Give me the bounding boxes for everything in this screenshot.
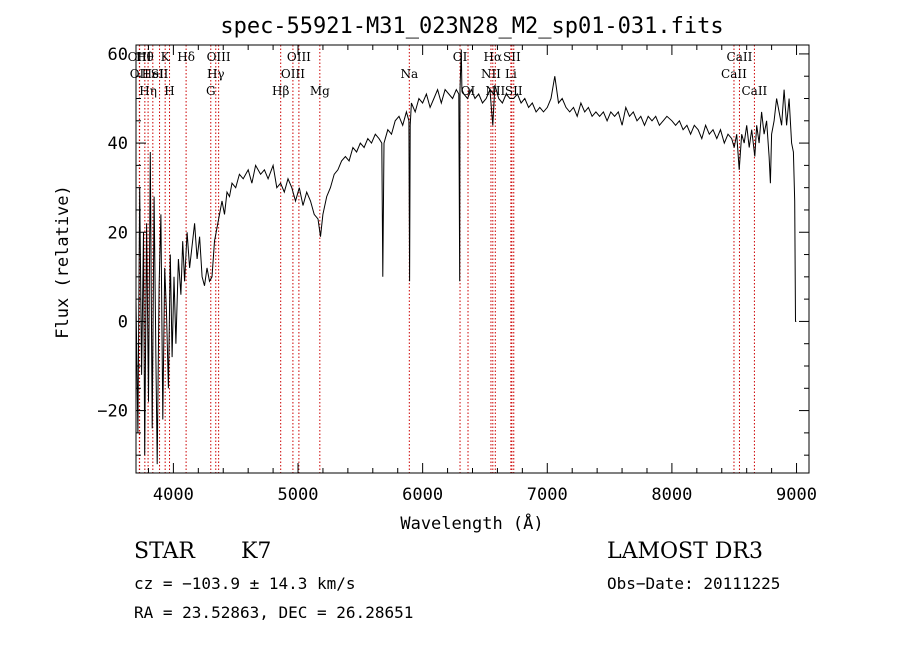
line-marker-label: OIII bbox=[281, 67, 305, 81]
x-tick-label: 8000 bbox=[651, 485, 692, 505]
line-marker-label: OIII bbox=[287, 50, 311, 64]
sky-coordinates: RA = 23.52863, DEC = 26.28651 bbox=[134, 603, 414, 622]
x-tick-label: 5000 bbox=[278, 485, 319, 505]
spectrum-line bbox=[135, 49, 797, 465]
line-marker-label: Hγ bbox=[207, 67, 225, 81]
line-marker-label: CaII bbox=[741, 84, 767, 98]
line-marker-label: Mg bbox=[310, 84, 330, 98]
x-tick-label: 7000 bbox=[527, 485, 568, 505]
survey-name: LAMOST DR3 bbox=[607, 539, 763, 564]
line-marker-label: Hα bbox=[484, 50, 503, 64]
line-markers bbox=[138, 45, 755, 473]
line-marker-label: K bbox=[161, 50, 171, 64]
line-marker-label: OII bbox=[130, 67, 150, 81]
line-marker-label: SII bbox=[505, 84, 523, 98]
redshift-velocity: cz = −103.9 ± 14.3 km/s bbox=[134, 574, 356, 593]
x-tick-label: 6000 bbox=[402, 485, 443, 505]
line-marker-label: SII bbox=[503, 50, 521, 64]
line-marker-label: Hθ bbox=[136, 50, 154, 64]
y-tick-label: 0 bbox=[118, 312, 128, 332]
line-marker-label: Hδ bbox=[177, 50, 195, 64]
y-tick-label: 20 bbox=[108, 223, 128, 243]
line-marker-label: Li bbox=[505, 67, 517, 81]
line-marker-label: Hβ bbox=[272, 84, 289, 98]
line-marker-label: H bbox=[164, 84, 174, 98]
y-tick-label: 40 bbox=[108, 134, 128, 154]
line-marker-label: SII bbox=[151, 67, 169, 81]
chart-title: spec-55921-M31_023N28_M2_sp01-031.fits bbox=[220, 14, 723, 39]
line-marker-label: CaII bbox=[721, 67, 747, 81]
observation-date: Obs−Date: 20111225 bbox=[607, 574, 781, 593]
y-axis-ticks: −20 0 20 40 60 bbox=[97, 45, 809, 456]
line-marker-labels: OIIOIIIHθHηHeISIIKHHδGHγOIIIHβOIIIOIIIMg… bbox=[128, 50, 768, 98]
x-tick-label: 4000 bbox=[153, 485, 194, 505]
line-marker-label: Hη bbox=[139, 84, 157, 98]
line-marker-label: HeI bbox=[142, 67, 165, 81]
line-marker-label: G bbox=[206, 84, 216, 98]
x-axis-ticks: 4000 5000 6000 7000 8000 9000 bbox=[147, 45, 817, 505]
line-marker-label: Na bbox=[400, 67, 418, 81]
object-class: STAR bbox=[134, 539, 195, 564]
line-marker-label: NII bbox=[481, 67, 501, 81]
spectral-subclass: K7 bbox=[241, 539, 272, 564]
plot-frame bbox=[135, 44, 810, 474]
x-axis-label: Wavelength (Å) bbox=[400, 512, 543, 534]
line-marker-label: OIII bbox=[207, 50, 231, 64]
x-tick-label: 9000 bbox=[776, 485, 817, 505]
y-tick-label: −20 bbox=[97, 402, 128, 422]
line-marker-label: OI bbox=[453, 50, 468, 64]
y-axis-label: Flux (relative) bbox=[53, 185, 73, 339]
line-marker-label: CaII bbox=[727, 50, 753, 64]
y-tick-label: 60 bbox=[108, 45, 128, 65]
